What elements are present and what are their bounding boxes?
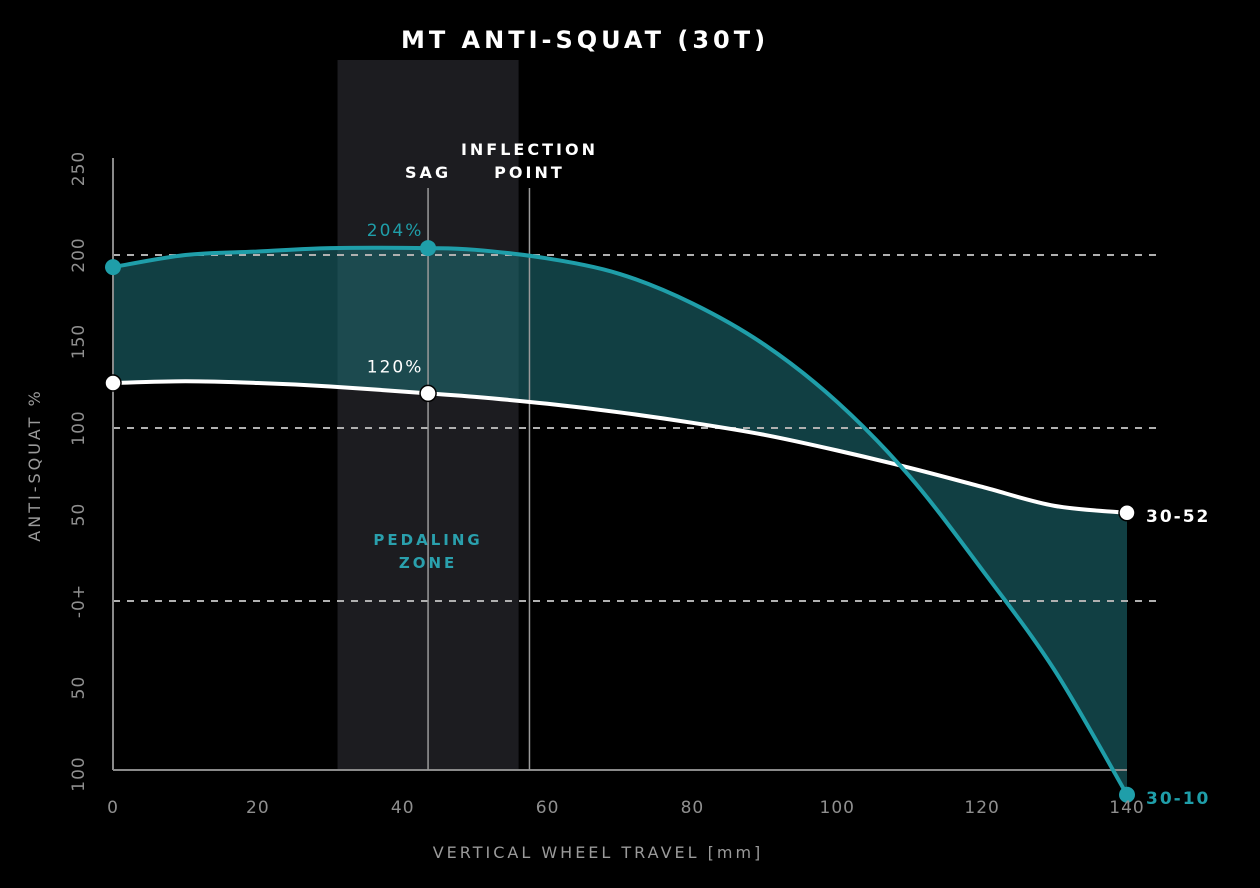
y-tick-label-2: 150 <box>69 324 89 359</box>
x-tick-label-40: 40 <box>391 798 415 818</box>
pedaling-zone-label-line-0: PEDALING <box>373 531 482 549</box>
marker-30-10-2 <box>1119 786 1135 803</box>
sag-label: SAG <box>405 163 451 182</box>
y-tick-label-6: 50 <box>69 676 89 700</box>
marker-30-10-0 <box>105 259 121 276</box>
y-tick-label-4: 50 <box>69 503 89 527</box>
x-tick-label-140: 140 <box>1109 798 1144 818</box>
y-tick-label-5: -0+ <box>69 584 89 618</box>
x-axis-label: VERTICAL WHEEL TRAVEL [mm] <box>433 843 764 862</box>
end-label-30-10: 30-10 <box>1146 789 1210 809</box>
series-line-30-10 <box>112 245 1129 796</box>
range-fill <box>113 247 1127 795</box>
y-tick-label-7: 100 <box>69 756 89 791</box>
marker-30-10-1 <box>420 240 437 257</box>
y-axis-label: ANTI-SQUAT % <box>25 388 44 541</box>
x-tick-label-20: 20 <box>246 798 270 818</box>
x-tick-label-80: 80 <box>681 798 705 818</box>
y-tick-label-0: 250 <box>69 151 89 186</box>
y-tick-label-3: 100 <box>69 410 89 445</box>
inflection-label-line-1: POINT <box>494 163 565 182</box>
inflection-label-line-0: INFLECTION <box>461 140 598 159</box>
end-label-30-52: 30-52 <box>1146 507 1210 527</box>
series-line-30-52 <box>112 379 1128 515</box>
marker-30-52-5 <box>1118 504 1136 522</box>
x-tick-label-120: 120 <box>964 798 999 818</box>
x-tick-label-60: 60 <box>536 798 560 818</box>
value-label-30-10: 204% <box>367 221 424 241</box>
chart-title: MT ANTI-SQUAT (30T) <box>401 26 769 54</box>
value-label-30-52: 120% <box>367 357 424 377</box>
x-tick-label-0: 0 <box>107 798 119 818</box>
pedaling-zone-label-line-1: ZONE <box>399 554 457 572</box>
marker-30-52-3 <box>104 374 122 392</box>
y-tick-label-1: 200 <box>69 237 89 272</box>
marker-30-52-4 <box>419 384 437 403</box>
x-tick-label-100: 100 <box>820 798 855 818</box>
